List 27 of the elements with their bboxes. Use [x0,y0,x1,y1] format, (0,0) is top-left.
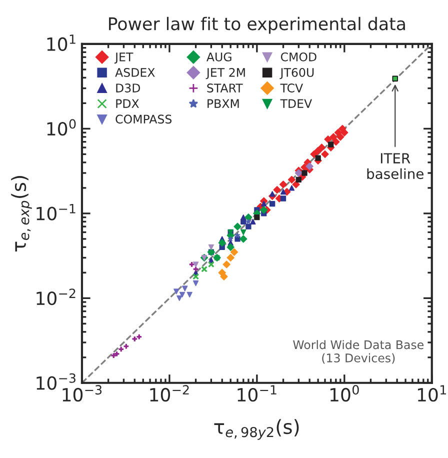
annotation: ITER baseline [367,153,424,180]
chart-title: Power law fit to experimental data [109,16,405,34]
y-axis-title: τ$_{e,exp}$(s) [11,176,32,252]
legend-label: PDX [116,99,139,108]
legend-label: PBXM [208,99,239,108]
legend-label: JET 2M [206,68,245,80]
y-tick-label: 10$^{0}$ [47,119,76,136]
x-tick-label: 10$^{−1}$ [238,385,276,402]
y-tick-label: 10$^{−2}$ [36,288,76,306]
y-tick-label: 10$^{1}$ [47,34,76,51]
legend-label: D3D [116,84,140,92]
legend-label: START [207,84,243,92]
legend-label: JET [114,52,134,64]
legend-label: ASDEX [115,68,155,77]
x-tick-label: 10$^{0}$ [330,385,359,402]
legend-label: CMOD [280,52,316,62]
x-tick-label: 10$^{1}$ [418,385,446,402]
annotation: World Wide Data Base (13 Devices) [293,340,424,364]
x-axis-title: τ$_{e,98y2}$(s) [214,419,299,440]
legend-label: COMPASS [116,114,172,124]
x-tick-label: 10$^{−2}$ [150,385,189,402]
legend-label: TCV [280,84,304,92]
y-tick-label: 10$^{−1}$ [36,204,76,220]
x-tick-label: 10$^{−3}$ [62,385,102,402]
legend-label: AUG [206,52,232,62]
legend-label: TDEV [280,99,312,108]
legend-label: JT60U [280,68,314,80]
